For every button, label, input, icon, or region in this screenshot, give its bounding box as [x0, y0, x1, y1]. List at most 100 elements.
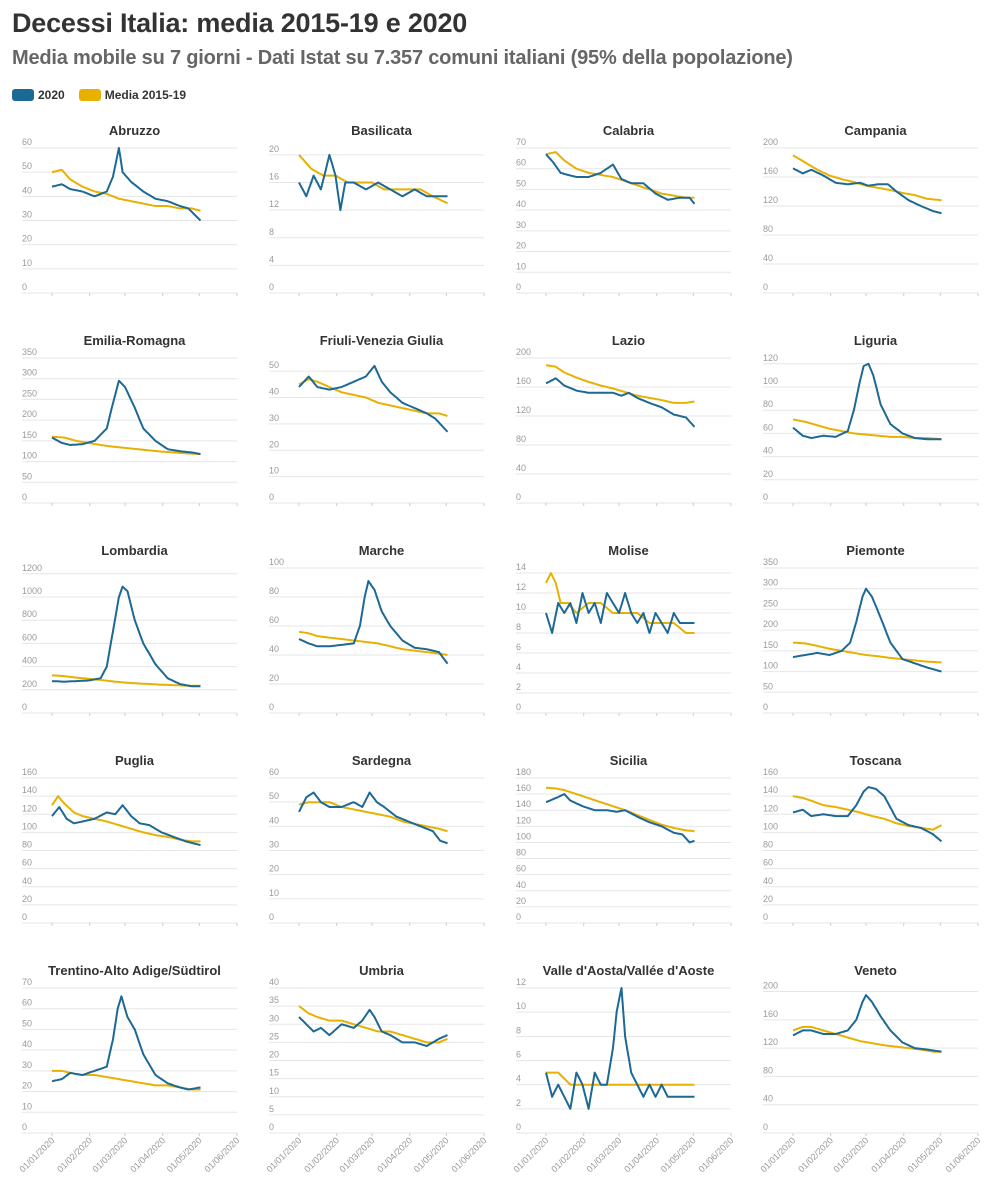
- y-tick-label: 150: [763, 640, 778, 650]
- y-tick-label: 50: [22, 161, 32, 171]
- x-tick-label: 01/03/2020: [338, 1135, 377, 1174]
- y-tick-label: 12: [516, 977, 526, 987]
- chart-subtitle: Media mobile su 7 giorni - Dati Istat su…: [12, 47, 793, 69]
- series-line-2020: [545, 987, 695, 1110]
- series-line-2020: [51, 379, 201, 456]
- y-tick-label: 20: [22, 894, 32, 904]
- y-tick-label: 80: [22, 840, 32, 850]
- x-tick-label: 01/06/2020: [943, 1135, 982, 1174]
- y-tick-label: 0: [516, 1122, 521, 1132]
- series-line-2020: [298, 580, 449, 665]
- chart-title: Decessi Italia: media 2015-19 e 2020: [12, 8, 468, 38]
- y-tick-label: 1200: [22, 563, 42, 573]
- y-tick-label: 25: [269, 1031, 279, 1041]
- panel-lazio: Lazio 0 40 80 120 160 200: [516, 333, 732, 506]
- panel-emilia-romagna: Emilia-Romagna 0 50 100 150 200 250 300 350: [22, 333, 238, 506]
- series-line-media-2015-19: [792, 795, 943, 831]
- x-tick-label: 01/05/2020: [165, 1135, 204, 1174]
- series-line-2020: [792, 994, 942, 1053]
- y-tick-label: 120: [516, 815, 531, 825]
- y-tick-label: 40: [763, 446, 773, 456]
- panel-sicilia: Sicilia 0 20 40 60 80 100 120 140 160 180: [516, 753, 732, 926]
- y-tick-label: 100: [763, 661, 778, 671]
- y-tick-label: 120: [22, 803, 37, 813]
- x-tick-label: 01/01/2020: [758, 1135, 797, 1174]
- panel-piemonte: Piemonte 0 50 100 150 200 250 300 350: [763, 543, 979, 716]
- y-tick-label: 100: [22, 451, 37, 461]
- panel-title: Friuli-Venezia Giulia: [320, 333, 444, 348]
- y-tick-label: 60: [22, 137, 32, 147]
- series-line-2020: [792, 167, 942, 215]
- panel-title: Puglia: [115, 753, 155, 768]
- x-tick-label: 01/01/2020: [264, 1135, 303, 1174]
- y-tick-label: 120: [763, 1037, 778, 1047]
- panel-trentino-alto-adige-s-dtirol: Trentino-Alto Adige/Südtirol 0 10 20 30 40 50 6…: [17, 963, 241, 1174]
- y-tick-label: 160: [22, 767, 37, 777]
- x-tick-label: 01/05/2020: [412, 1135, 451, 1174]
- panel-title: Liguria: [854, 333, 898, 348]
- y-tick-label: 60: [763, 858, 773, 868]
- series-line-media-2015-19: [51, 674, 201, 687]
- series-line-media-2015-19: [792, 641, 942, 664]
- legend-label-2020: 2020: [38, 88, 65, 102]
- y-tick-label: 60: [22, 858, 32, 868]
- panel-title: Basilicata: [351, 123, 412, 138]
- y-tick-label: 20: [269, 439, 279, 449]
- y-tick-label: 40: [516, 199, 526, 209]
- y-tick-label: 300: [22, 368, 37, 378]
- y-tick-label: 10: [22, 258, 32, 268]
- legend: 2020 Media 2015-19: [12, 88, 200, 102]
- y-tick-label: 200: [763, 137, 778, 147]
- y-tick-label: 150: [22, 430, 37, 440]
- series-line-media-2015-19: [546, 1071, 695, 1086]
- y-tick-label: 200: [516, 347, 531, 357]
- y-tick-label: 40: [269, 977, 279, 987]
- y-tick-label: 80: [269, 586, 279, 596]
- y-tick-label: 0: [269, 1122, 274, 1132]
- y-tick-label: 120: [516, 405, 531, 415]
- y-tick-label: 4: [269, 254, 274, 264]
- series-line-2020: [792, 587, 942, 673]
- y-tick-label: 20: [516, 896, 526, 906]
- y-tick-label: 20: [516, 241, 526, 251]
- y-tick-label: 10: [269, 466, 279, 476]
- panel-friuli-venezia-giulia: Friuli-Venezia Giulia 0 10 20 30 40 50: [269, 333, 485, 506]
- x-tick-label: 01/02/2020: [302, 1135, 341, 1174]
- x-tick-label: 01/04/2020: [128, 1135, 167, 1174]
- x-tick-label: 01/04/2020: [375, 1135, 414, 1174]
- panel-abruzzo: Abruzzo 0 10 20 30 40 50 60: [22, 123, 238, 296]
- y-tick-label: 0: [516, 912, 521, 922]
- x-tick-label: 01/03/2020: [585, 1135, 624, 1174]
- y-tick-label: 50: [22, 471, 32, 481]
- y-tick-label: 250: [763, 598, 778, 608]
- y-tick-label: 400: [22, 656, 37, 666]
- y-tick-label: 4: [516, 1074, 521, 1084]
- panel-title: Trentino-Alto Adige/Südtirol: [48, 963, 221, 978]
- series-line-media-2015-19: [51, 435, 201, 456]
- panel-marche: Marche 0 20 40 60 80 100: [269, 543, 485, 716]
- y-tick-label: 50: [269, 360, 279, 370]
- y-tick-label: 100: [516, 831, 531, 841]
- series-line-2020: [51, 804, 201, 847]
- x-tick-label: 01/06/2020: [202, 1135, 241, 1174]
- y-tick-label: 160: [763, 767, 778, 777]
- y-tick-label: 80: [516, 434, 526, 444]
- panel-title: Toscana: [850, 753, 903, 768]
- y-tick-label: 160: [516, 376, 531, 386]
- y-tick-label: 30: [269, 1013, 279, 1023]
- y-tick-label: 120: [763, 353, 778, 363]
- panel-title: Umbria: [359, 963, 405, 978]
- y-tick-label: 14: [516, 562, 526, 572]
- y-tick-label: 50: [516, 178, 526, 188]
- y-tick-label: 0: [763, 282, 768, 292]
- y-tick-label: 2: [516, 1098, 521, 1108]
- x-tick-label: 01/06/2020: [696, 1135, 735, 1174]
- y-tick-label: 30: [269, 840, 279, 850]
- y-tick-label: 350: [763, 557, 778, 567]
- panel-title: Calabria: [603, 123, 655, 138]
- legend-swatch-media: [78, 89, 101, 101]
- y-tick-label: 16: [269, 172, 279, 182]
- y-tick-label: 30: [516, 220, 526, 230]
- y-tick-label: 40: [269, 387, 279, 397]
